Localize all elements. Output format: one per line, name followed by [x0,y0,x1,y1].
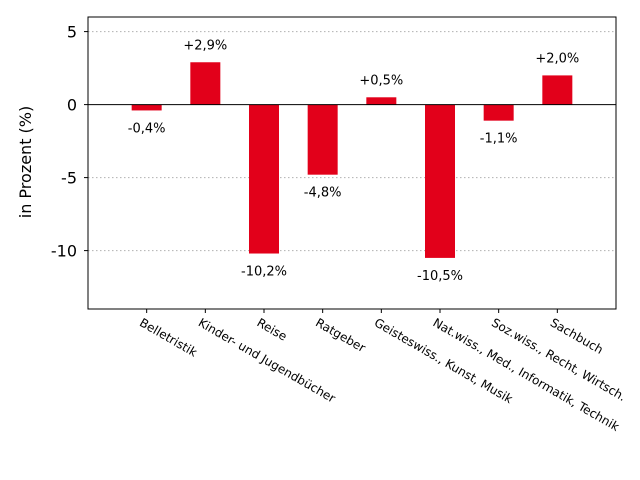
y-tick-label: -5 [61,169,77,188]
data-label: +2,9% [183,38,227,53]
data-label: -10,5% [417,269,463,284]
plot-frame [87,16,617,310]
bar [483,104,514,121]
data-label: -1,1% [480,132,518,147]
bar [307,104,338,175]
bar [249,104,279,254]
y-tick-label: 5 [67,23,77,42]
bar [542,75,573,105]
data-label: -4,8% [304,186,342,201]
y-tick-label: -10 [51,242,77,261]
bars [131,62,573,258]
bar [190,62,221,105]
bar [131,104,162,111]
x-tick-label: Belletristik [137,315,199,359]
data-label: -10,2% [241,265,287,280]
data-label: +2,0% [535,51,579,66]
bar [425,104,455,258]
y-axis-label: in Prozent (%) [16,106,35,218]
data-label: +0,5% [359,73,403,88]
x-tick-label: Reise [255,315,290,343]
y-tick-label: 0 [67,96,77,115]
grid-lines [88,31,616,252]
data-labels: -0,4% +2,9% -10,2% -4,8% +0,5% -10,5% -1,1% +2,… [128,38,579,284]
x-tick-label: Ratgeber [313,315,368,355]
bar [366,97,397,105]
data-label: -0,4% [128,121,166,136]
